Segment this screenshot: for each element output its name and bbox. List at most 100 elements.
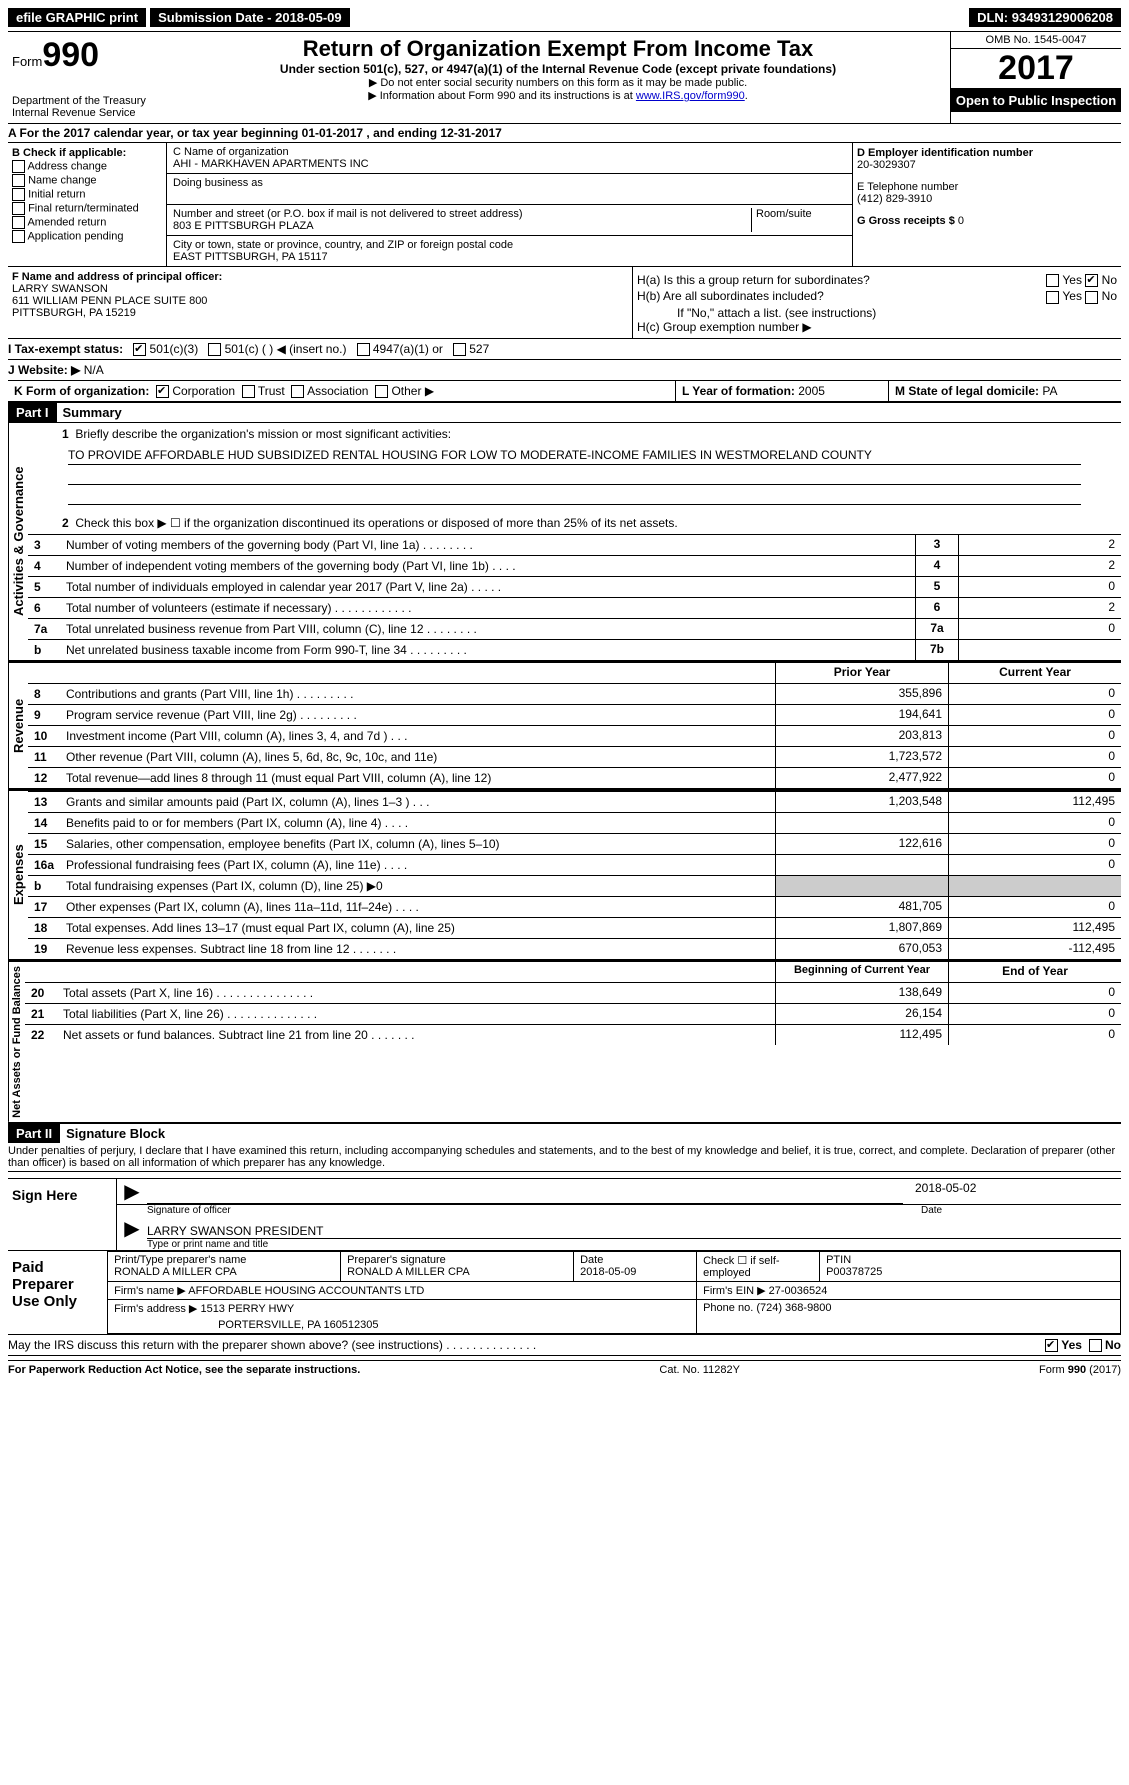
cb-amended[interactable]: Amended return — [12, 216, 162, 229]
sections-bcd: B Check if applicable: Address change Na… — [8, 143, 1121, 267]
officer-typed-name: LARRY SWANSON PRESIDENT — [147, 1216, 1121, 1239]
gross-label: G Gross receipts $ — [857, 215, 958, 227]
firm-addr2: PORTERSVILLE, PA 160512305 — [108, 1317, 697, 1334]
top-bar: efile GRAPHIC print Submission Date - 20… — [8, 8, 1121, 27]
cb-address-change[interactable]: Address change — [12, 160, 162, 173]
part2-header: Part IISignature Block — [8, 1124, 1121, 1143]
form-subtitle: Under section 501(c), 527, or 4947(a)(1)… — [170, 62, 946, 76]
section-deg: D Employer identification number 20-3029… — [853, 143, 1121, 266]
paid-preparer-label: Paid Preparer Use Only — [8, 1251, 107, 1334]
firm-ein: 27-0036524 — [769, 1285, 828, 1297]
form-id-block: Form990 Department of the Treasury Inter… — [8, 32, 166, 123]
dln: DLN: 93493129006208 — [969, 8, 1121, 27]
cb-initial-return[interactable]: Initial return — [12, 188, 162, 201]
officer-label: F Name and address of principal officer: — [12, 271, 628, 283]
expenses-vlabel: Expenses — [8, 791, 28, 959]
ssn-warning: ▶ Do not enter social security numbers o… — [170, 76, 946, 89]
section-i: I Tax-exempt status: 501(c)(3) 501(c) ( … — [8, 339, 1121, 360]
cb-name-change[interactable]: Name change — [12, 174, 162, 187]
section-b: B Check if applicable: Address change Na… — [8, 143, 166, 266]
dba-label: Doing business as — [173, 177, 846, 189]
gov-row: bNet unrelated business taxable income f… — [28, 639, 1121, 660]
governance-block: Activities & Governance 1 Briefly descri… — [8, 422, 1121, 662]
form-title-block: Return of Organization Exempt From Incom… — [166, 32, 950, 123]
ein-value: 20-3029307 — [857, 159, 1117, 171]
cb-application-pending[interactable]: Application pending — [12, 230, 162, 243]
data-row: bTotal fundraising expenses (Part IX, co… — [28, 875, 1121, 896]
sig-of-officer-label: Signature of officer — [147, 1205, 921, 1216]
type-name-label: Type or print name and title — [147, 1239, 1121, 1250]
form-number: 990 — [42, 36, 99, 74]
gov-row: 5Total number of individuals employed in… — [28, 576, 1121, 597]
governance-vlabel: Activities & Governance — [8, 423, 28, 660]
data-row: 22Net assets or fund balances. Subtract … — [25, 1024, 1121, 1045]
city-value: EAST PITTSBURGH, PA 15117 — [173, 251, 846, 263]
mission-label: Briefly describe the organization's miss… — [75, 427, 451, 441]
form-footer: Form 990 (2017) — [1039, 1364, 1121, 1376]
sign-here-block: Sign Here ▶ 2018-05-02 Signature of offi… — [8, 1178, 1121, 1251]
sections-fh: F Name and address of principal officer:… — [8, 267, 1121, 339]
omb-number: OMB No. 1545-0047 — [951, 32, 1121, 49]
website-value: N/A — [80, 363, 103, 377]
netassets-block: Net Assets or Fund Balances Beginning of… — [8, 961, 1121, 1124]
data-row: 8Contributions and grants (Part VIII, li… — [28, 683, 1121, 704]
netassets-vlabel: Net Assets or Fund Balances — [8, 962, 25, 1122]
officer-addr1: 611 WILLIAM PENN PLACE SUITE 800 — [12, 295, 628, 307]
officer-addr2: PITTSBURGH, PA 15219 — [12, 307, 628, 319]
year-block: OMB No. 1545-0047 2017 Open to Public In… — [950, 32, 1121, 123]
room-label: Room/suite — [752, 208, 846, 232]
cb-final-return[interactable]: Final return/terminated — [12, 202, 162, 215]
street-value: 803 E PITTSBURGH PLAZA — [173, 220, 751, 232]
sections-klm: K Form of organization: Corporation Trus… — [8, 381, 1121, 403]
gov-row: 7aTotal unrelated business revenue from … — [28, 618, 1121, 639]
data-row: 10Investment income (Part VIII, column (… — [28, 725, 1121, 746]
ein-label: D Employer identification number — [857, 147, 1117, 159]
data-row: 19Revenue less expenses. Subtract line 1… — [28, 938, 1121, 959]
revenue-block: Revenue Prior Year Current Year 8Contrib… — [8, 662, 1121, 790]
section-j: J Website: ▶ N/A — [8, 360, 1121, 381]
efile-badge: efile GRAPHIC print — [8, 8, 146, 27]
org-name-label: C Name of organization — [173, 146, 846, 158]
paid-preparer-block: Paid Preparer Use Only Print/Type prepar… — [8, 1251, 1121, 1335]
self-employed-check[interactable]: Check ☐ if self-employed — [697, 1252, 820, 1282]
sign-here-label: Sign Here — [8, 1179, 117, 1250]
preparer-sig: RONALD A MILLER CPA — [347, 1266, 567, 1278]
info-link-line: ▶ Information about Form 990 and its ins… — [170, 89, 946, 102]
section-k: K Form of organization: Corporation Trus… — [8, 381, 675, 401]
data-row: 9Program service revenue (Part VIII, lin… — [28, 704, 1121, 725]
discuss-line: May the IRS discuss this return with the… — [8, 1335, 1121, 1356]
irs-link[interactable]: www.IRS.gov/form990 — [636, 90, 745, 102]
hb-note: If "No," attach a list. (see instruction… — [637, 306, 1117, 320]
data-row: 17Other expenses (Part IX, column (A), l… — [28, 896, 1121, 917]
ptin: P00378725 — [826, 1266, 1114, 1278]
data-row: 21Total liabilities (Part X, line 26) . … — [25, 1003, 1121, 1024]
data-row: 20Total assets (Part X, line 16) . . . .… — [25, 982, 1121, 1003]
preparer-date: 2018-05-09 — [580, 1266, 690, 1278]
revenue-vlabel: Revenue — [8, 663, 28, 788]
date-label: Date — [921, 1205, 1121, 1216]
perjury-text: Under penalties of perjury, I declare th… — [8, 1143, 1121, 1172]
form-word: Form — [12, 54, 42, 69]
gross-value: 0 — [958, 215, 964, 227]
tel-value: (412) 829-3910 — [857, 193, 1117, 205]
expenses-block: Expenses 13Grants and similar amounts pa… — [8, 790, 1121, 961]
col-headers-net: Beginning of Current Year End of Year — [25, 962, 1121, 982]
b-label: B Check if applicable: — [12, 147, 162, 159]
section-m: M State of legal domicile: PA — [888, 381, 1121, 401]
org-name: AHI - MARKHAVEN APARTMENTS INC — [173, 158, 846, 170]
form-header: Form990 Department of the Treasury Inter… — [8, 31, 1121, 124]
gov-row: 4Number of independent voting members of… — [28, 555, 1121, 576]
mission-text: TO PROVIDE AFFORDABLE HUD SUBSIDIZED REN… — [28, 441, 1121, 512]
cat-no: Cat. No. 11282Y — [659, 1364, 740, 1376]
section-f: F Name and address of principal officer:… — [8, 267, 632, 338]
paperwork-notice: For Paperwork Reduction Act Notice, see … — [8, 1364, 360, 1376]
page-footer: For Paperwork Reduction Act Notice, see … — [8, 1360, 1121, 1376]
submission-date: Submission Date - 2018-05-09 — [150, 8, 350, 27]
preparer-name: RONALD A MILLER CPA — [114, 1266, 334, 1278]
part1-header: Part ISummary — [8, 403, 1121, 422]
hb-label: H(b) Are all subordinates included? — [637, 289, 824, 303]
section-h: H(a) Is this a group return for subordin… — [632, 267, 1121, 338]
gov-row: 3Number of voting members of the governi… — [28, 534, 1121, 555]
sign-date: 2018-05-02 — [909, 1179, 1121, 1204]
tel-label: E Telephone number — [857, 181, 1117, 193]
